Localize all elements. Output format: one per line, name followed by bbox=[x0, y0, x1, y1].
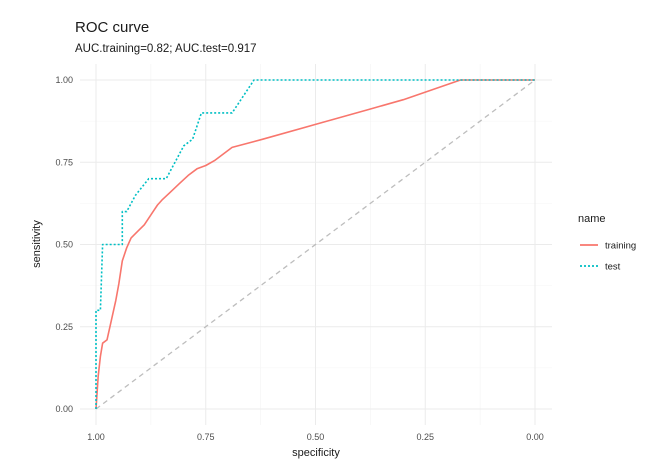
legend-title: name bbox=[578, 213, 606, 225]
x-tick-label: 1.00 bbox=[87, 432, 105, 442]
legend-label-test: test bbox=[605, 262, 621, 273]
x-tick-label: 0.00 bbox=[526, 432, 544, 442]
x-axis-title: specificity bbox=[292, 447, 340, 459]
chart-subtitle: AUC.training=0.82; AUC.test=0.917 bbox=[75, 43, 257, 55]
x-tick-label: 0.75 bbox=[197, 432, 215, 442]
chart-title: ROC curve bbox=[75, 19, 149, 36]
y-tick-label: 0.50 bbox=[55, 240, 73, 250]
series-line-test bbox=[95, 79, 535, 409]
legend: name training test bbox=[578, 213, 636, 273]
series-lines bbox=[95, 79, 535, 410]
x-tick-label: 0.25 bbox=[416, 432, 434, 442]
y-axis-title: sensitivity bbox=[31, 220, 43, 268]
legend-label-training: training bbox=[605, 241, 636, 252]
y-tick-label: 0.75 bbox=[55, 157, 73, 167]
y-tick-label: 1.00 bbox=[55, 75, 73, 85]
axis-ticks: 1.00 0.75 0.50 0.25 0.00 0.00 0.25 0.50 0.75 1.00 bbox=[55, 75, 543, 442]
diagonal-reference-line bbox=[95, 79, 536, 410]
x-tick-label: 0.50 bbox=[307, 432, 325, 442]
series-line-training bbox=[95, 79, 535, 410]
y-tick-label: 0.25 bbox=[55, 322, 73, 332]
y-tick-label: 0.00 bbox=[55, 404, 73, 414]
